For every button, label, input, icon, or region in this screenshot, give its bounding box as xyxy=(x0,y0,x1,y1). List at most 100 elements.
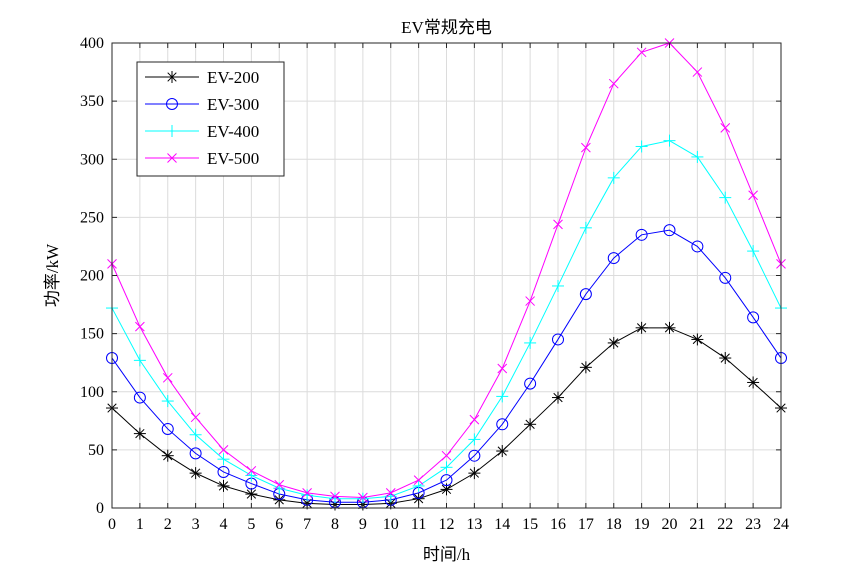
data-point-ev-400 xyxy=(663,134,676,147)
data-point-ev-200 xyxy=(245,488,258,501)
y-axis-label: 功率/kW xyxy=(43,243,62,307)
data-point-ev-300 xyxy=(552,333,564,346)
data-point-ev-500 xyxy=(385,488,396,498)
x-tick-label: 15 xyxy=(522,516,538,533)
x-tick-label: 8 xyxy=(331,516,339,533)
y-tick-label: 250 xyxy=(80,209,104,226)
x-tick-label: 1 xyxy=(136,516,144,533)
data-point-ev-300 xyxy=(440,474,453,487)
data-point-ev-500 xyxy=(413,475,424,485)
x-tick-label: 7 xyxy=(303,516,311,533)
x-tick-label: 14 xyxy=(494,516,510,533)
data-point-ev-300 xyxy=(719,271,732,284)
data-point-ev-400 xyxy=(329,492,341,505)
x-tick-label: 3 xyxy=(192,516,200,533)
data-point-ev-500 xyxy=(608,78,619,89)
data-point-ev-400 xyxy=(747,245,760,258)
data-point-ev-400 xyxy=(189,428,202,441)
data-point-ev-500 xyxy=(720,123,731,133)
data-point-ev-500 xyxy=(218,445,229,455)
data-point-ev-200 xyxy=(691,333,704,346)
data-point-ev-400 xyxy=(133,354,146,367)
data-point-ev-500 xyxy=(497,363,508,374)
x-tick-label: 2 xyxy=(164,516,172,533)
data-point-ev-200 xyxy=(217,479,230,492)
x-tick-label: 12 xyxy=(439,516,455,533)
x-tick-label: 23 xyxy=(745,516,761,533)
data-point-ev-400 xyxy=(719,191,732,204)
x-tick-label: 5 xyxy=(247,516,255,533)
data-point-ev-200 xyxy=(579,361,592,374)
data-point-ev-300 xyxy=(217,465,230,478)
data-point-ev-400 xyxy=(552,279,564,292)
x-tick-label: 21 xyxy=(689,516,705,533)
data-point-ev-500 xyxy=(441,450,452,461)
data-point-ev-200 xyxy=(635,321,648,334)
y-tick-label: 100 xyxy=(80,384,104,401)
data-point-ev-400 xyxy=(607,171,620,184)
data-point-ev-300 xyxy=(133,391,146,404)
data-point-ev-400 xyxy=(356,492,369,505)
data-point-ev-500 xyxy=(581,142,591,153)
y-tick-label: 300 xyxy=(80,151,104,168)
legend-label-ev-400: EV-400 xyxy=(207,122,259,141)
data-point-ev-500 xyxy=(302,488,312,498)
data-point-ev-200 xyxy=(607,336,620,349)
legend-marker-ev-300 xyxy=(166,98,178,110)
data-point-ev-200 xyxy=(663,321,676,334)
data-point-ev-500 xyxy=(135,321,145,332)
x-tick-label: 16 xyxy=(550,516,566,533)
data-point-ev-500 xyxy=(525,296,535,306)
data-point-ev-200 xyxy=(719,352,732,365)
data-point-ev-300 xyxy=(747,311,760,324)
x-tick-label: 6 xyxy=(275,516,283,533)
data-point-ev-300 xyxy=(635,228,648,241)
legend-marker-ev-500 xyxy=(167,153,177,163)
data-point-ev-200 xyxy=(468,467,481,480)
axis-ticks: 0 1 2 3 4 5 6 7 8 9 10 11 12 13 14 15 16 17 18 19 20 21 22 23 24… xyxy=(80,35,789,533)
x-tick-label: 11 xyxy=(411,516,426,533)
data-point-ev-200 xyxy=(496,445,509,458)
data-point-ev-300 xyxy=(161,422,174,435)
x-tick-label: 10 xyxy=(383,516,399,533)
y-tick-label: 150 xyxy=(80,326,104,343)
legend-label-ev-300: EV-300 xyxy=(207,95,259,114)
legend-box xyxy=(136,61,285,177)
data-point-ev-300 xyxy=(524,377,537,390)
chart-title: EV常规充电 xyxy=(401,18,492,37)
data-point-ev-300 xyxy=(663,224,676,237)
data-point-ev-400 xyxy=(635,140,648,153)
legend-label-ev-200: EV-200 xyxy=(207,68,259,87)
legend: EV-200 EV-300 EV-400 EV-500 xyxy=(136,61,285,177)
legend-label-ev-500: EV-500 xyxy=(207,149,259,168)
x-tick-label: 0 xyxy=(108,516,116,533)
data-point-ev-500 xyxy=(162,372,173,383)
data-point-ev-300 xyxy=(468,449,481,462)
x-tick-label: 24 xyxy=(773,516,789,533)
x-tick-label: 18 xyxy=(606,516,622,533)
y-tick-label: 0 xyxy=(96,500,104,517)
data-point-ev-400 xyxy=(440,461,453,474)
data-point-ev-200 xyxy=(133,427,146,440)
data-point-ev-300 xyxy=(496,418,509,431)
data-point-ev-500 xyxy=(358,492,368,503)
data-point-ev-200 xyxy=(747,376,760,389)
legend-marker-ev-400 xyxy=(166,125,178,137)
x-axis-label: 时间/h xyxy=(423,545,471,564)
data-point-ev-200 xyxy=(552,391,564,404)
data-point-ev-500 xyxy=(553,219,563,230)
data-point-ev-400 xyxy=(691,150,704,163)
y-tick-label: 350 xyxy=(80,93,104,110)
data-point-ev-500 xyxy=(274,479,285,490)
data-point-ev-300 xyxy=(189,447,202,460)
x-tick-label: 13 xyxy=(466,516,482,533)
data-point-ev-400 xyxy=(524,336,537,349)
data-point-ev-500 xyxy=(692,67,703,77)
data-point-ev-500 xyxy=(469,414,480,425)
data-point-ev-300 xyxy=(607,252,620,265)
data-point-ev-400 xyxy=(496,390,509,403)
data-point-ev-400 xyxy=(161,395,174,408)
series-line-ev-300 xyxy=(111,229,782,503)
x-tick-label: 17 xyxy=(578,516,594,533)
